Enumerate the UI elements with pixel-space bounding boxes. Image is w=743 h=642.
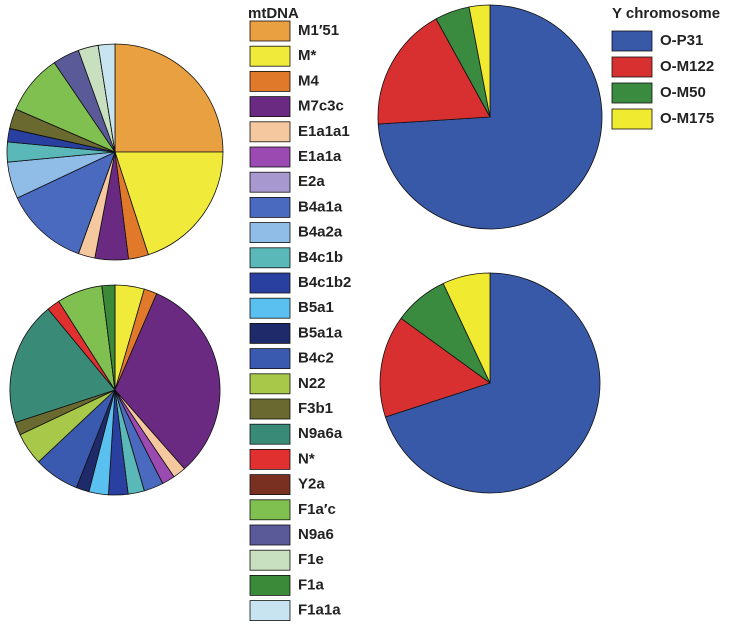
legend-swatch xyxy=(249,222,291,244)
legend-swatch xyxy=(249,171,291,193)
legend-label: B5a1 xyxy=(298,299,334,316)
legend-label: M1′51 xyxy=(298,22,339,39)
legend-label: B4a1a xyxy=(298,198,343,215)
legend-swatch xyxy=(249,575,291,596)
legend-label: B4c1b xyxy=(298,249,343,266)
legend-swatch xyxy=(249,146,291,168)
legend-swatch xyxy=(249,499,291,521)
legend-title: mtDNA xyxy=(248,5,299,22)
legend-label: B4a2a xyxy=(298,224,343,241)
legend-label: Y2a xyxy=(298,476,325,493)
legend-label: E2a xyxy=(298,173,325,190)
legend-swatch xyxy=(249,272,291,294)
pie-slice xyxy=(97,43,116,153)
legend-swatch xyxy=(611,30,653,52)
legend-label: F1a xyxy=(298,576,325,593)
legend-swatch xyxy=(249,45,291,67)
legend-swatch xyxy=(249,96,291,117)
legend-swatch xyxy=(249,600,291,621)
legend-swatch xyxy=(249,196,291,218)
pie-slice xyxy=(442,272,491,384)
pie-slice xyxy=(377,18,491,125)
legend-label: O-M50 xyxy=(660,84,706,101)
legend-label: N* xyxy=(298,450,315,467)
legend-label: F1a1a xyxy=(298,602,341,619)
pie-slice xyxy=(114,43,224,153)
legend-swatch xyxy=(249,297,291,319)
pie-slice xyxy=(114,293,221,470)
legend-swatch xyxy=(249,322,291,344)
legend-swatch xyxy=(249,121,291,143)
legend-label: F1e xyxy=(298,551,324,568)
legend-title: Y chromosome xyxy=(612,5,720,22)
legend-label: F3b1 xyxy=(298,400,333,417)
legend-label: O-M122 xyxy=(660,58,714,75)
legend-swatch xyxy=(249,448,291,470)
legend-swatch xyxy=(611,82,653,104)
legend-label: N22 xyxy=(298,375,326,392)
legend-swatch xyxy=(249,373,291,395)
pie-slice xyxy=(379,317,491,418)
legend-label: M4 xyxy=(298,72,319,89)
legend-swatch xyxy=(249,398,291,420)
legend-label: M7c3c xyxy=(298,98,344,115)
legend-label: N9a6a xyxy=(298,425,343,442)
legend-swatch xyxy=(249,423,291,445)
legend-label: B4c1b2 xyxy=(298,274,351,291)
pie-slice xyxy=(468,4,491,118)
legend-swatch xyxy=(249,524,291,546)
legend-label: N9a6 xyxy=(298,526,334,543)
pie-slice xyxy=(384,272,601,494)
legend-swatch xyxy=(249,549,291,571)
legend-swatch xyxy=(249,71,291,92)
legend-label: E1a1a1 xyxy=(298,123,350,140)
legend-label: O-P31 xyxy=(660,32,703,49)
pie-slice xyxy=(9,308,116,423)
legend-swatch xyxy=(611,108,653,130)
legend-label: B4c2 xyxy=(298,350,334,367)
legend-label: E1a1a xyxy=(298,148,342,165)
pie-slice xyxy=(16,151,116,255)
legend-swatch xyxy=(249,474,291,496)
pie-slice xyxy=(114,151,224,256)
legend-label: B5a1a xyxy=(298,324,343,341)
legend-swatch xyxy=(249,348,291,370)
legend-swatch xyxy=(611,56,653,78)
legend-swatch xyxy=(249,20,291,42)
legend-label: F1a′c xyxy=(298,501,336,518)
legend-label: O-M175 xyxy=(660,110,714,127)
legend-label: M* xyxy=(298,47,316,64)
legend-swatch xyxy=(249,247,291,269)
